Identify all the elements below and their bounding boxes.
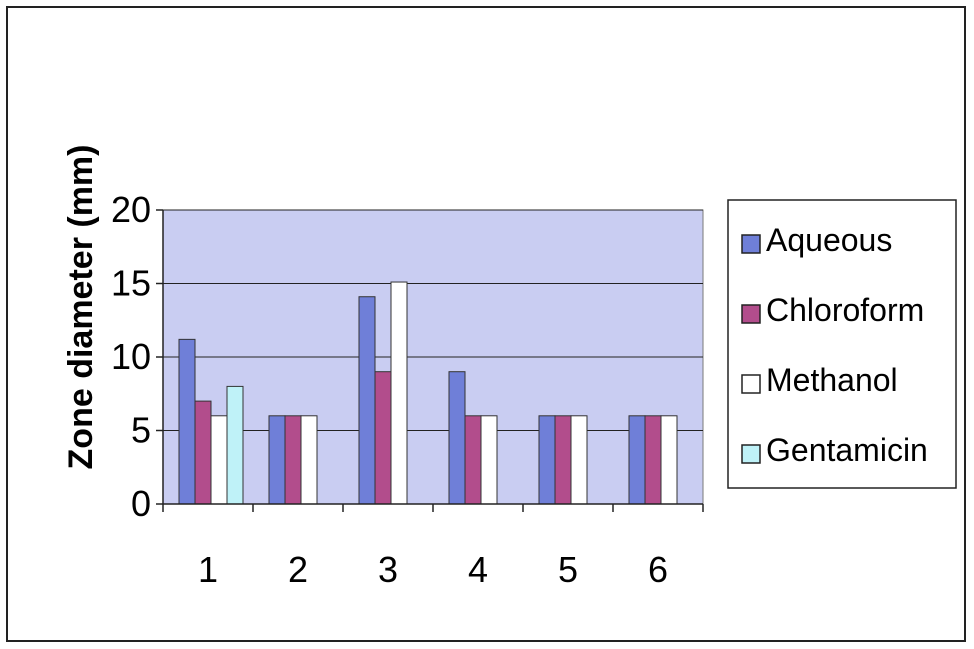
legend-box	[727, 199, 957, 489]
bar-aqueous-6	[628, 415, 646, 505]
legend-label-methanol: Methanol	[766, 362, 898, 398]
chart-frame: 0 5 10 15 20 1 2 3 4 5 6 Zone diameter (mm) Aqueo…	[6, 6, 966, 642]
x-tick-label: 1	[198, 549, 218, 590]
legend-swatch-gentamicin	[741, 444, 761, 464]
bar-gentamicin-1	[226, 385, 244, 505]
bar-aqueous-2	[268, 415, 286, 505]
y-tick-label: 5	[131, 410, 151, 451]
bar-chloroform-5	[554, 415, 572, 505]
legend-swatch-aqueous	[741, 234, 761, 254]
legend-swatch-chloroform	[741, 304, 761, 324]
x-tick-label: 6	[648, 549, 668, 590]
x-tick-label: 4	[468, 549, 488, 590]
legend-swatch-methanol	[741, 374, 761, 394]
y-tick-label: 0	[131, 483, 151, 524]
bars	[178, 281, 678, 505]
x-tick-label: 3	[378, 549, 398, 590]
y-tick-label: 20	[111, 189, 151, 230]
x-tick-labels: 1 2 3 4 5 6	[198, 549, 668, 590]
bar-chloroform-1	[194, 400, 212, 505]
legend-label-chloroform: Chloroform	[766, 292, 924, 328]
bar-chart: 0 5 10 15 20 1 2 3 4 5 6 Zone diameter (mm) Aqueo…	[62, 145, 957, 590]
axes	[156, 209, 704, 512]
bar-aqueous-4	[448, 371, 466, 505]
bar-aqueous-3	[358, 296, 376, 505]
y-axis-label: Zone diameter (mm)	[62, 145, 100, 470]
bar-methanol-3	[390, 281, 408, 505]
bar-methanol-5	[570, 415, 588, 505]
bar-methanol-2	[300, 415, 318, 505]
x-tick-label: 2	[288, 549, 308, 590]
x-tick-label: 5	[558, 549, 578, 590]
bar-chloroform-6	[644, 415, 662, 505]
legend: Aqueous Chloroform Methanol Gentamicin	[727, 199, 957, 489]
gridlines	[163, 209, 703, 431]
legend-label-gentamicin: Gentamicin	[766, 432, 928, 468]
bar-methanol-4	[480, 415, 498, 505]
bar-chloroform-2	[284, 415, 302, 505]
bar-methanol-1	[210, 415, 228, 505]
bar-aqueous-1	[178, 338, 196, 505]
y-tick-label: 15	[111, 263, 151, 304]
bar-methanol-6	[660, 415, 678, 505]
bar-chloroform-4	[464, 415, 482, 505]
bar-chloroform-3	[374, 371, 392, 505]
y-tick-labels: 0 5 10 15 20	[111, 189, 151, 524]
y-tick-label: 10	[111, 336, 151, 377]
legend-label-aqueous: Aqueous	[766, 222, 892, 258]
bar-aqueous-5	[538, 415, 556, 505]
